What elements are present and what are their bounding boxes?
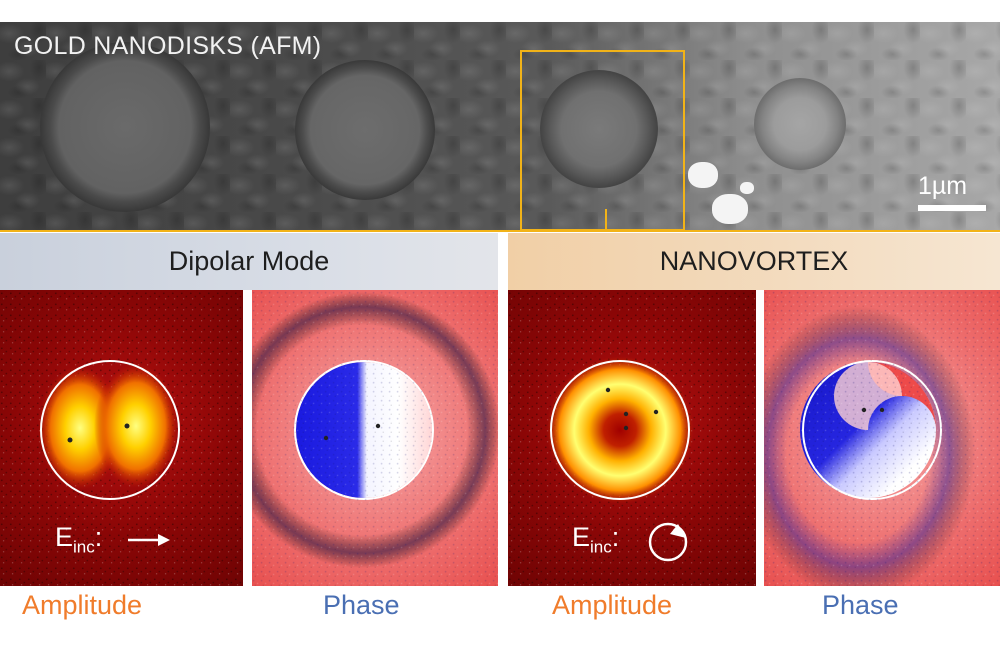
nanovortex-header: NANOVORTEX xyxy=(508,233,1000,290)
einc-label-vortex: Einc: xyxy=(572,522,620,557)
scale-bar-label: 1µm xyxy=(918,172,968,200)
dipolar-phase-label: Phase xyxy=(323,590,400,620)
selection-connector xyxy=(605,209,607,231)
map-noise xyxy=(252,290,498,586)
vortex-phase-plot xyxy=(764,290,1000,586)
afm-title: GOLD NANODISKS (AFM) xyxy=(14,32,322,60)
dipolar-mode-header: Dipolar Mode xyxy=(0,233,498,290)
phase-disk xyxy=(296,362,432,498)
disk-outline xyxy=(294,360,434,500)
scale-bar xyxy=(918,205,986,211)
afm-bright-particle xyxy=(712,194,748,224)
vortex-phase-map xyxy=(764,290,1000,586)
amplitude-ring xyxy=(546,356,694,504)
vortex-amplitude-plot xyxy=(546,356,694,562)
phase-swirl-white xyxy=(834,362,902,430)
dipolar-amplitude-map: Einc: xyxy=(0,290,243,586)
afm-image: GOLD NANODISKS (AFM) 1µm xyxy=(0,22,1000,232)
disk-outline xyxy=(40,360,180,500)
vortex-phase-label: Phase xyxy=(822,590,899,620)
dipolar-amplitude-label: Amplitude xyxy=(22,590,143,620)
dipolar-amplitude-plot xyxy=(38,360,180,546)
disk-outline xyxy=(802,360,942,500)
circular-arrow-icon xyxy=(648,522,688,562)
nanodisk-2 xyxy=(295,60,435,200)
einc-label-dipolar: Einc: xyxy=(55,522,103,557)
vortex-amplitude-label: Amplitude xyxy=(552,590,673,620)
disk-outline xyxy=(550,360,690,500)
nanodisk-4 xyxy=(754,78,846,170)
afm-bright-particle xyxy=(740,182,754,194)
afm-bright-particle xyxy=(688,162,718,188)
selection-divider-line xyxy=(0,230,1000,232)
nanodisk-3 xyxy=(540,70,658,188)
map-noise xyxy=(764,290,1000,586)
dipolar-phase-map xyxy=(252,290,498,586)
nanodisk-1 xyxy=(40,42,210,212)
vortex-amplitude-map: Einc: xyxy=(508,290,756,586)
selected-nanodisk-box xyxy=(520,50,685,231)
amplitude-lobe-right xyxy=(94,364,178,488)
dipolar-phase-plot xyxy=(252,290,498,580)
